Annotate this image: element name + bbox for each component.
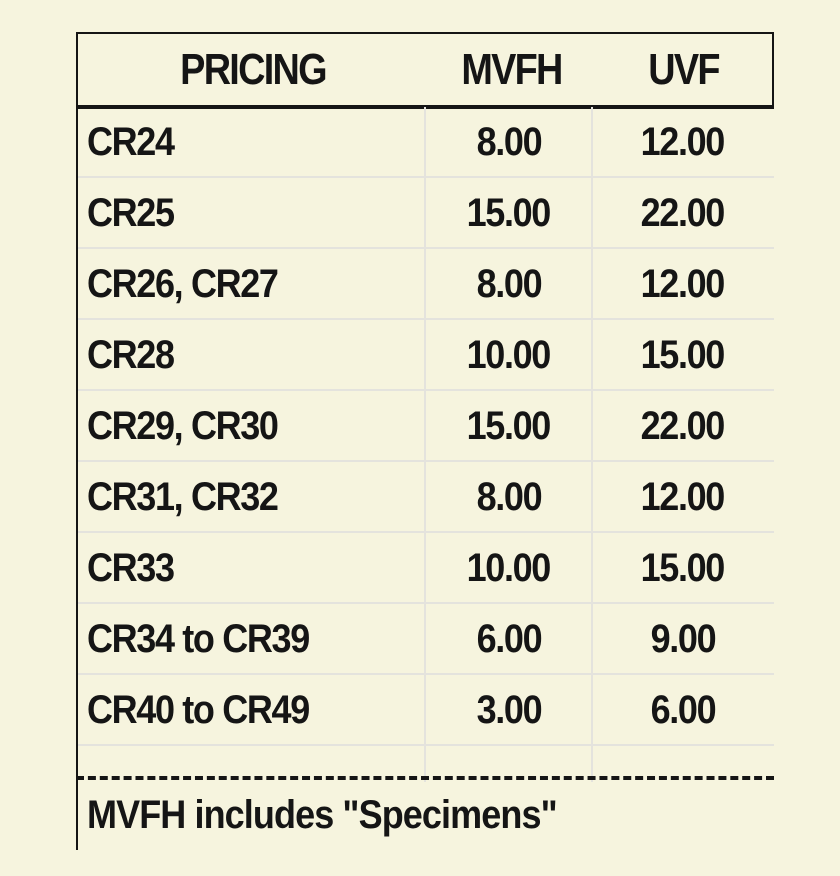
row-name-cell: CR29, CR30 (76, 391, 426, 462)
row-uvf-price: 22.00 (640, 191, 726, 235)
row-name: CR26, CR27 (87, 262, 279, 306)
row-name: CR28 (87, 333, 175, 377)
table-row: CR28 10.00 15.00 (76, 320, 774, 391)
empty-table-row (76, 746, 774, 782)
header-pricing: PRICING (180, 44, 327, 94)
table-body: CR24 8.00 12.00 CR25 15.00 22.00 CR26, C… (76, 107, 774, 782)
table-row: CR29, CR30 15.00 22.00 (76, 391, 774, 462)
row-mvfh-price: 10.00 (466, 546, 552, 590)
row-uvf-cell: 15.00 (593, 320, 772, 391)
table-row: CR25 15.00 22.00 (76, 178, 774, 249)
row-uvf-price: 22.00 (640, 404, 726, 448)
table-row: CR24 8.00 12.00 (76, 107, 774, 178)
row-name: CR33 (87, 546, 175, 590)
row-uvf-cell: 22.00 (593, 178, 772, 249)
row-mvfh-cell: 10.00 (426, 533, 593, 604)
table-row: CR33 10.00 15.00 (76, 533, 774, 604)
dashed-divider (76, 776, 774, 780)
row-uvf-price: 12.00 (640, 262, 726, 306)
row-uvf-price: 15.00 (640, 546, 726, 590)
row-uvf-cell: 15.00 (593, 533, 772, 604)
row-mvfh-cell: 15.00 (426, 178, 593, 249)
row-mvfh-cell: 6.00 (426, 604, 593, 675)
row-uvf-price: 15.00 (640, 333, 726, 377)
row-name-cell: CR28 (76, 320, 426, 391)
row-mvfh-price: 10.00 (466, 333, 552, 377)
row-name: CR34 to CR39 (87, 617, 310, 661)
row-mvfh-cell: 15.00 (426, 391, 593, 462)
row-name: CR31, CR32 (87, 475, 279, 519)
row-mvfh-cell: 8.00 (426, 462, 593, 533)
row-name: CR40 to CR49 (87, 688, 310, 732)
row-name-cell: CR24 (76, 107, 426, 178)
row-mvfh-cell: 8.00 (426, 249, 593, 320)
row-mvfh-cell: 10.00 (426, 320, 593, 391)
table-row: CR31, CR32 8.00 12.00 (76, 462, 774, 533)
row-mvfh-cell: 8.00 (426, 107, 593, 178)
row-uvf-cell: 22.00 (593, 391, 772, 462)
row-name-cell: CR40 to CR49 (76, 675, 426, 746)
row-name: CR24 (87, 120, 175, 164)
row-mvfh-price: 3.00 (476, 688, 542, 732)
table-row: CR34 to CR39 6.00 9.00 (76, 604, 774, 675)
row-mvfh-price: 8.00 (476, 120, 542, 164)
row-name-cell: CR33 (76, 533, 426, 604)
row-name: CR29, CR30 (87, 404, 279, 448)
row-name-cell: CR34 to CR39 (76, 604, 426, 675)
row-name: CR25 (87, 191, 175, 235)
row-mvfh-cell: 3.00 (426, 675, 593, 746)
row-uvf-price: 12.00 (640, 475, 726, 519)
row-uvf-price: 9.00 (650, 617, 716, 661)
row-uvf-price: 12.00 (640, 120, 726, 164)
footnote-text: MVFH includes "Specimens" (87, 792, 558, 837)
row-name-cell: CR26, CR27 (76, 249, 426, 320)
footnote: MVFH includes "Specimens" (76, 780, 774, 850)
row-uvf-cell: 12.00 (593, 249, 772, 320)
row-uvf-cell: 12.00 (593, 107, 772, 178)
header-uvf: UVF (648, 44, 720, 94)
table-row: CR26, CR27 8.00 12.00 (76, 249, 774, 320)
row-name-cell: CR31, CR32 (76, 462, 426, 533)
empty-cell (426, 746, 593, 782)
row-mvfh-price: 15.00 (466, 191, 552, 235)
row-uvf-price: 6.00 (650, 688, 716, 732)
row-uvf-cell: 6.00 (593, 675, 772, 746)
pricing-table: PRICING MVFH UVF CR24 8.00 12.00 CR25 15… (76, 32, 774, 850)
row-name-cell: CR25 (76, 178, 426, 249)
table-row: CR40 to CR49 3.00 6.00 (76, 675, 774, 746)
header-mvfh: MVFH (461, 44, 563, 94)
row-uvf-cell: 9.00 (593, 604, 772, 675)
row-mvfh-price: 15.00 (466, 404, 552, 448)
row-mvfh-price: 8.00 (476, 262, 542, 306)
row-uvf-cell: 12.00 (593, 462, 772, 533)
row-mvfh-price: 6.00 (476, 617, 542, 661)
row-mvfh-price: 8.00 (476, 475, 542, 519)
table-header: PRICING MVFH UVF (76, 32, 774, 109)
empty-cell (76, 746, 426, 782)
